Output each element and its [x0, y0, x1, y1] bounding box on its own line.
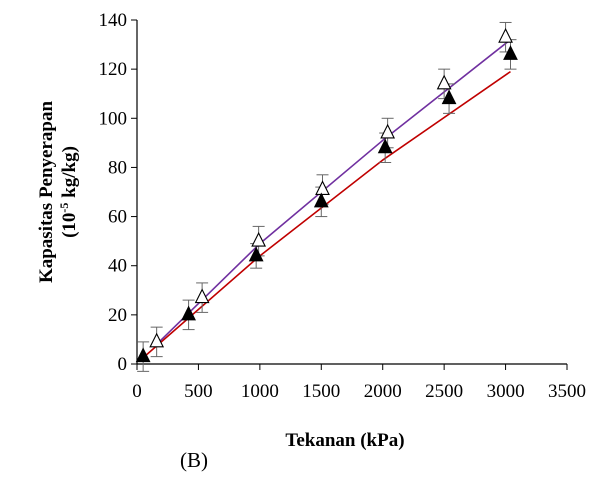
panel-label: (B): [180, 448, 208, 472]
data-markers: [135, 27, 518, 363]
axes: [136, 20, 567, 365]
y-tick-label: 140: [99, 10, 128, 31]
open-triangle-marker: [436, 74, 452, 90]
filled-triangle-marker: [181, 305, 196, 321]
y-tick-label: 20: [108, 305, 127, 326]
open-triangle-marker: [380, 123, 396, 139]
y-tick-label: 80: [108, 157, 127, 178]
fit-line-series-1: [143, 70, 511, 358]
y-tick-label: 0: [118, 354, 128, 375]
x-tick-label: 2500: [425, 381, 463, 402]
y-tick-label: 40: [108, 256, 127, 277]
y-axis-title-pre: (10: [59, 213, 80, 238]
x-tick-label: 1000: [241, 381, 279, 402]
filled-triangle-marker: [135, 347, 151, 363]
x-tick-label: 1500: [302, 381, 340, 402]
x-axis-title: Tekanan (kPa): [285, 430, 404, 451]
filled-triangle-marker: [503, 45, 518, 60]
filled-triangle-marker: [313, 192, 329, 208]
x-tick-label: 3000: [487, 381, 525, 402]
y-tick-label: 100: [99, 108, 128, 129]
open-triangle-marker: [315, 180, 330, 196]
x-ticks: 0 500 1000 1500 2000 2500 3000 3500: [132, 364, 586, 402]
y-tick-label: 60: [108, 207, 127, 228]
x-tick-label: 2000: [364, 381, 402, 402]
open-triangle-marker: [251, 231, 267, 247]
open-triangle-marker: [149, 332, 165, 348]
open-triangle-marker: [498, 27, 513, 43]
x-tick-label: 3500: [548, 381, 586, 402]
y-axis-title-line2: (10-5 kg/kg): [57, 146, 80, 238]
x-tick-label: 500: [184, 381, 213, 402]
filled-triangle-marker: [248, 246, 264, 262]
y-axis-title-post: kg/kg): [59, 146, 80, 203]
open-triangle-marker: [194, 288, 210, 304]
fit-lines: [143, 39, 511, 358]
filled-triangle-marker: [377, 138, 393, 154]
x-tick-label: 0: [132, 381, 142, 402]
y-tick-label: 120: [99, 59, 128, 80]
y-ticks: 0 20 40 60 80 100 120 140: [99, 10, 137, 375]
y-axis-title-sup: -5: [57, 203, 71, 213]
filled-triangle-marker: [441, 89, 457, 105]
y-axis-title-line1: Kapasitas Penyerapan: [36, 101, 57, 284]
